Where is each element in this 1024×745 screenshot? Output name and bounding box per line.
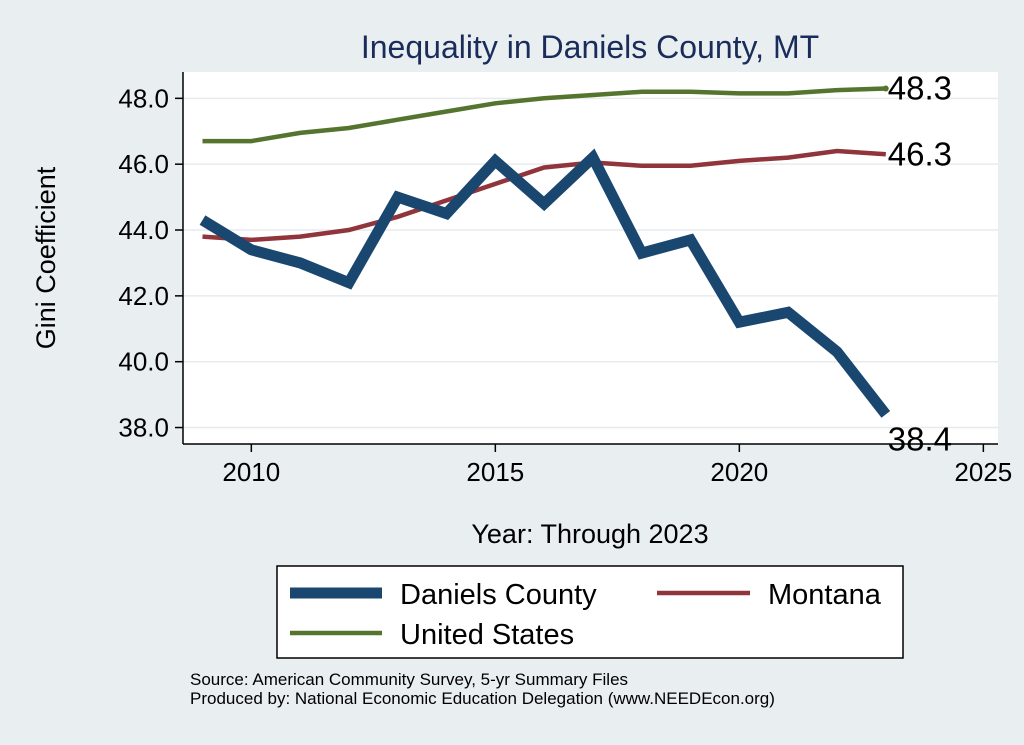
y-tick-label: 42.0 xyxy=(118,281,169,311)
x-tick-label: 2010 xyxy=(222,457,280,487)
legend-box xyxy=(276,565,904,659)
y-tick-label: 38.0 xyxy=(118,413,169,443)
series-line-daniels-county xyxy=(199,148,891,418)
y-tick-label: 48.0 xyxy=(118,83,169,113)
chart-title: Inequality in Daniels County, MT xyxy=(361,29,819,65)
x-tick-label: 2025 xyxy=(954,457,1012,487)
series-line-montana xyxy=(202,148,886,243)
y-tick-label: 40.0 xyxy=(118,347,169,377)
end-label-montana: 46.3 xyxy=(888,135,952,172)
legend-label-montana: Montana xyxy=(768,579,882,611)
x-tick-label: 2020 xyxy=(710,457,768,487)
y-axis-label: Gini Coefficient xyxy=(31,166,61,349)
end-label-united-states: 48.3 xyxy=(888,69,952,106)
source-note: Source: American Community Survey, 5-yr … xyxy=(190,670,629,689)
legend: Daniels County Montana United States xyxy=(276,565,904,659)
x-axis-label: Year: Through 2023 xyxy=(471,519,708,549)
series-line-united-states xyxy=(202,86,886,144)
producer-note: Produced by: National Economic Education… xyxy=(190,689,775,708)
plot-area xyxy=(183,72,998,444)
end-label-daniels-county: 38.4 xyxy=(888,420,952,457)
series-endpoint-united-states xyxy=(882,85,889,92)
y-tick-label: 46.0 xyxy=(118,149,169,179)
legend-label-daniels-county: Daniels County xyxy=(400,579,597,611)
legend-label-united-states: United States xyxy=(400,619,574,651)
x-tick-label: 2015 xyxy=(466,457,524,487)
y-tick-label: 44.0 xyxy=(118,215,169,245)
